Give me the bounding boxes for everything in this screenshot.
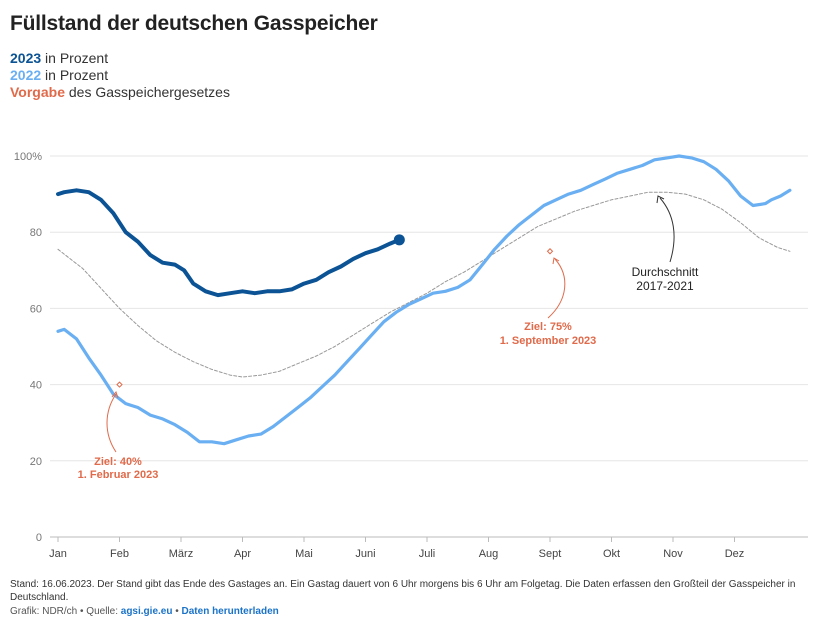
- y-tick-label: 40: [30, 380, 42, 392]
- average-label-line2: 2017-2021: [636, 279, 694, 293]
- legend-item-2023: 2023 in Prozent: [10, 50, 230, 67]
- download-link[interactable]: Daten herunterladen: [181, 606, 279, 617]
- x-tick-label: Feb: [110, 548, 129, 560]
- y-tick-label: 0: [36, 532, 42, 544]
- x-tick-label: März: [169, 548, 193, 560]
- arrow-head-icon: [552, 257, 560, 265]
- arrow-head-icon: [111, 390, 119, 399]
- y-tick-label: 80: [30, 227, 42, 239]
- target-label-sept-line1: Ziel: 75%: [524, 321, 572, 333]
- source-link[interactable]: agsi.gie.eu: [120, 606, 173, 617]
- legend-key: 2023: [10, 50, 42, 66]
- series-group: [56, 154, 792, 446]
- targets-group: Ziel: 40%1. Februar 2023 Ziel: 75% 1. Sept…: [78, 248, 597, 481]
- x-tick-label: Sept: [539, 548, 562, 560]
- y-tick-label: 100%: [14, 151, 42, 163]
- x-axis: Jan Feb März Apr Mai Juni Juli Aug Sept Okt Nov Dez: [49, 537, 744, 560]
- legend-key: Vorgabe: [10, 84, 65, 100]
- average-label-line1: Durchschnitt: [632, 265, 699, 279]
- series-2023-endpoint: [393, 234, 405, 246]
- x-tick-label: Juli: [419, 548, 436, 560]
- grid: [50, 155, 808, 538]
- average-arrow: [659, 197, 675, 263]
- credit-prefix: Grafik: NDR/ch • Quelle:: [10, 606, 121, 617]
- x-tick-label: Apr: [234, 548, 251, 560]
- target-arrow-sept: [547, 258, 566, 319]
- line-chart: 0 20 40 60 80 100% Jan Feb März Apr Mai Juni Juli Au…: [14, 151, 808, 560]
- y-tick-label: 20: [30, 456, 42, 468]
- legend-text: in Prozent: [41, 67, 109, 83]
- target-label-feb-line1: Ziel: 40%: [94, 456, 142, 468]
- legend-item-vorgabe: Vorgabe des Gasspeichergesetzes: [10, 84, 230, 101]
- target-marker-feb: [116, 381, 123, 388]
- target-label-feb-line2: 1. Februar 2023: [78, 469, 159, 481]
- arrow-head-icon: [656, 195, 665, 204]
- y-axis: 0 20 40 60 80 100%: [14, 151, 42, 544]
- target-arrow-feb: [106, 393, 117, 453]
- credit-separator: •: [172, 606, 182, 617]
- legend: 2023 in Prozent 2022 in Prozent Vorgabe …: [10, 50, 230, 101]
- series-average-line: [57, 191, 791, 378]
- chart-title: Füllstand der deutschen Gasspeicher: [10, 12, 378, 35]
- target-label-sept-line2: 1. September 2023: [500, 335, 597, 347]
- legend-item-2022: 2022 in Prozent: [10, 67, 230, 84]
- x-tick-label: Juni: [355, 548, 375, 560]
- x-tick-label: Aug: [479, 548, 499, 560]
- x-tick-label: Jan: [49, 548, 67, 560]
- footer-note: Stand: 16.06.2023. Der Stand gibt das En…: [10, 579, 796, 603]
- target-marker-sept: [546, 248, 554, 255]
- footer: Stand: 16.06.2023. Der Stand gibt das En…: [10, 579, 810, 619]
- y-tick-label: 60: [30, 303, 42, 315]
- x-tick-label: Okt: [603, 548, 620, 560]
- legend-key: 2022: [10, 67, 42, 83]
- legend-text: in Prozent: [41, 50, 109, 66]
- series-2023-line: [56, 188, 402, 298]
- x-tick-label: Mai: [295, 548, 313, 560]
- series-2022-line: [56, 154, 792, 446]
- x-tick-label: Dez: [725, 548, 745, 560]
- footer-credit: Grafik: NDR/ch • Quelle: agsi.gie.eu • D…: [10, 606, 810, 619]
- x-tick-label: Nov: [663, 548, 683, 560]
- legend-text: des Gasspeichergesetzes: [64, 84, 230, 100]
